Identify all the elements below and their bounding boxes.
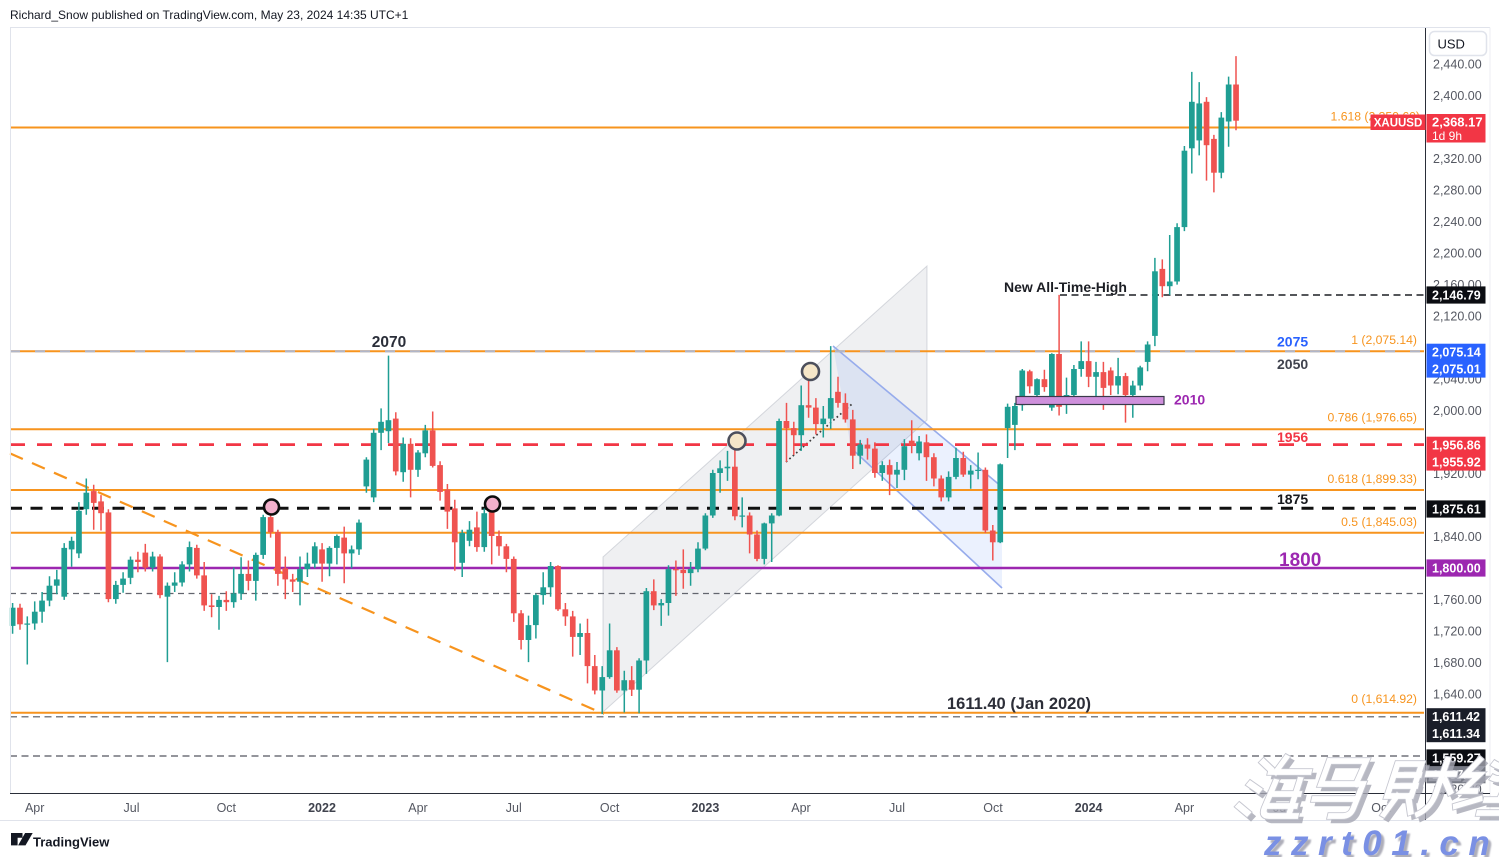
svg-text:1,800.00: 1,800.00 bbox=[1432, 561, 1481, 575]
svg-text:0.618 (1,899.33): 0.618 (1,899.33) bbox=[1328, 472, 1417, 486]
svg-text:2,075.01: 2,075.01 bbox=[1432, 362, 1481, 376]
svg-text:1800: 1800 bbox=[1279, 550, 1321, 571]
svg-text:Apr: Apr bbox=[408, 801, 427, 815]
svg-text:1,611.34: 1,611.34 bbox=[1432, 727, 1480, 741]
svg-text:2024: 2024 bbox=[1075, 801, 1103, 815]
svg-text:1956: 1956 bbox=[1277, 429, 1308, 445]
svg-text:1,680.00: 1,680.00 bbox=[1433, 656, 1482, 670]
svg-text:2,368.17: 2,368.17 bbox=[1432, 115, 1483, 130]
svg-text:1d 9h: 1d 9h bbox=[1432, 129, 1462, 143]
svg-text:Jul: Jul bbox=[889, 801, 905, 815]
svg-text:1611.40 (Jan 2020): 1611.40 (Jan 2020) bbox=[947, 695, 1091, 713]
svg-text:2050: 2050 bbox=[1277, 356, 1308, 372]
svg-text:2070: 2070 bbox=[372, 334, 406, 351]
svg-text:2,400.00: 2,400.00 bbox=[1433, 89, 1482, 103]
svg-text:1,640.00: 1,640.00 bbox=[1433, 688, 1482, 702]
svg-text:Jul: Jul bbox=[506, 801, 522, 815]
svg-text:Apr: Apr bbox=[25, 801, 44, 815]
svg-text:Oct: Oct bbox=[600, 801, 620, 815]
svg-text:2,200.00: 2,200.00 bbox=[1433, 246, 1482, 260]
svg-text:Richard_Snow published on Trad: Richard_Snow published on TradingView.co… bbox=[10, 8, 409, 22]
svg-text:Jul: Jul bbox=[124, 801, 140, 815]
svg-text:0.5 (1,845.03): 0.5 (1,845.03) bbox=[1341, 515, 1417, 529]
svg-text:Oct: Oct bbox=[983, 801, 1003, 815]
svg-text:Apr: Apr bbox=[791, 801, 810, 815]
svg-text:2,320.00: 2,320.00 bbox=[1433, 152, 1482, 166]
svg-text:2,000.00: 2,000.00 bbox=[1433, 404, 1482, 418]
svg-text:New All-Time-High: New All-Time-High bbox=[1004, 279, 1127, 295]
svg-text:2,146.79: 2,146.79 bbox=[1432, 288, 1481, 302]
svg-text:2075: 2075 bbox=[1277, 334, 1308, 350]
svg-text:1,840.00: 1,840.00 bbox=[1433, 530, 1482, 544]
svg-text:1,720.00: 1,720.00 bbox=[1433, 625, 1482, 639]
svg-text:1875: 1875 bbox=[1277, 491, 1308, 507]
svg-text:2,240.00: 2,240.00 bbox=[1433, 215, 1482, 229]
svg-text:2,440.00: 2,440.00 bbox=[1433, 57, 1482, 71]
svg-text:2023: 2023 bbox=[691, 801, 719, 815]
svg-text:0 (1,614.92): 0 (1,614.92) bbox=[1351, 692, 1417, 706]
svg-text:1,611.42: 1,611.42 bbox=[1432, 710, 1480, 724]
svg-text:1,760.00: 1,760.00 bbox=[1433, 593, 1482, 607]
svg-text:zzrt01.cn: zzrt01.cn bbox=[1263, 824, 1499, 857]
svg-text:2022: 2022 bbox=[308, 801, 336, 815]
svg-text:0.786 (1,976.65): 0.786 (1,976.65) bbox=[1328, 411, 1417, 425]
svg-text:Apr: Apr bbox=[1175, 801, 1194, 815]
svg-text:2,075.14: 2,075.14 bbox=[1432, 346, 1481, 360]
svg-text:2,120.00: 2,120.00 bbox=[1433, 310, 1482, 324]
svg-text:TradingView: TradingView bbox=[33, 835, 110, 850]
svg-text:USD: USD bbox=[1438, 37, 1465, 52]
svg-text:2010: 2010 bbox=[1174, 392, 1205, 408]
svg-text:1,956.86: 1,956.86 bbox=[1432, 439, 1481, 453]
svg-text:2,280.00: 2,280.00 bbox=[1433, 183, 1482, 197]
svg-text:1 (2,075.14): 1 (2,075.14) bbox=[1351, 333, 1417, 347]
svg-text:1,955.92: 1,955.92 bbox=[1432, 455, 1481, 469]
svg-text:1,875.61: 1,875.61 bbox=[1432, 502, 1481, 516]
svg-text:Oct: Oct bbox=[217, 801, 237, 815]
svg-text:XAUUSD: XAUUSD bbox=[1374, 118, 1423, 130]
